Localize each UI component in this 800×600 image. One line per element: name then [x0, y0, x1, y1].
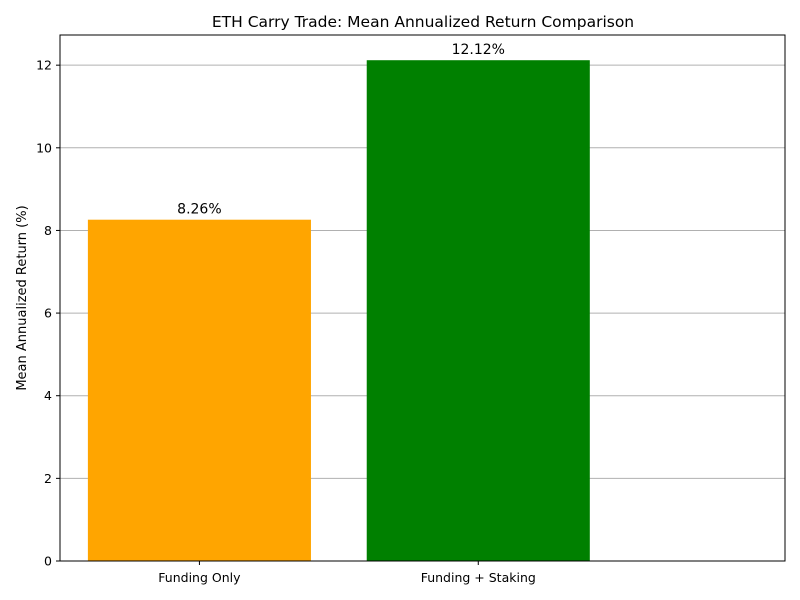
bar	[366, 60, 590, 562]
data-labels: 8.26% 12.12%	[177, 42, 505, 217]
y-tick-label: 10	[36, 140, 52, 155]
y-tick-label: 0	[44, 554, 52, 569]
chart-title: ETH Carry Trade: Mean Annualized Return …	[212, 13, 634, 31]
bar-value-label: 12.12%	[452, 42, 505, 58]
bar-value-label: 8.26%	[177, 202, 221, 218]
bars	[87, 60, 590, 562]
y-tick-label: 6	[44, 306, 52, 321]
y-tick-label: 8	[44, 223, 52, 238]
y-tick-label: 2	[44, 471, 52, 486]
y-tick-label: 4	[44, 388, 52, 403]
y-axis-title: Mean Annualized Return (%)	[15, 205, 30, 390]
bar	[87, 219, 311, 561]
x-axis-ticks: Funding Only Funding + Staking	[158, 561, 536, 585]
y-axis-ticks: 0 2 4 6 8 10 12	[36, 58, 60, 569]
plot-frame	[59, 34, 786, 562]
x-tick-label: Funding Only	[158, 570, 241, 585]
y-tick-label: 12	[36, 58, 52, 73]
x-tick-label: Funding + Staking	[421, 570, 536, 585]
